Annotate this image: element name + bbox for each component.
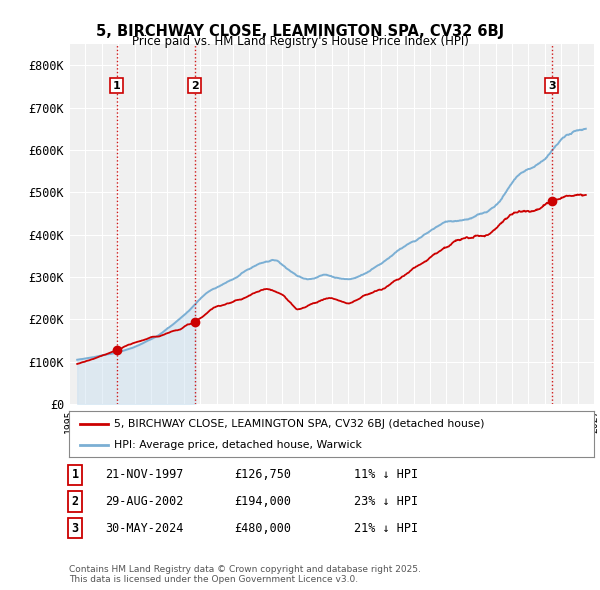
Text: 3: 3 (71, 522, 79, 535)
Text: 1: 1 (71, 468, 79, 481)
Text: £126,750: £126,750 (234, 468, 291, 481)
Text: Contains HM Land Registry data © Crown copyright and database right 2025.
This d: Contains HM Land Registry data © Crown c… (69, 565, 421, 584)
Text: 5, BIRCHWAY CLOSE, LEAMINGTON SPA, CV32 6BJ (detached house): 5, BIRCHWAY CLOSE, LEAMINGTON SPA, CV32 … (113, 419, 484, 429)
Text: Price paid vs. HM Land Registry's House Price Index (HPI): Price paid vs. HM Land Registry's House … (131, 35, 469, 48)
Text: 5, BIRCHWAY CLOSE, LEAMINGTON SPA, CV32 6BJ: 5, BIRCHWAY CLOSE, LEAMINGTON SPA, CV32 … (96, 24, 504, 38)
Text: 23% ↓ HPI: 23% ↓ HPI (354, 495, 418, 508)
Text: 1: 1 (113, 81, 121, 91)
Text: £480,000: £480,000 (234, 522, 291, 535)
Text: 2: 2 (71, 495, 79, 508)
Text: 30-MAY-2024: 30-MAY-2024 (105, 522, 184, 535)
Text: 11% ↓ HPI: 11% ↓ HPI (354, 468, 418, 481)
Text: 2: 2 (191, 81, 199, 91)
Text: HPI: Average price, detached house, Warwick: HPI: Average price, detached house, Warw… (113, 440, 361, 450)
Text: 21% ↓ HPI: 21% ↓ HPI (354, 522, 418, 535)
Text: 29-AUG-2002: 29-AUG-2002 (105, 495, 184, 508)
Text: 3: 3 (548, 81, 556, 91)
Text: £194,000: £194,000 (234, 495, 291, 508)
Text: 21-NOV-1997: 21-NOV-1997 (105, 468, 184, 481)
